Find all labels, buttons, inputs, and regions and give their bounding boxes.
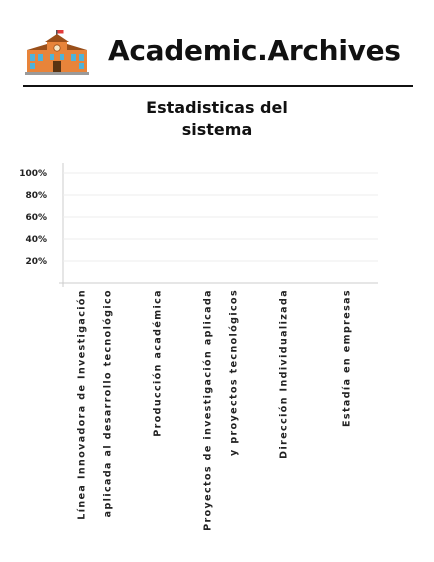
y-tick-label: 20% [25,257,47,267]
school-building-icon [25,30,89,75]
y-tick-label: 100% [19,169,47,179]
x-tick-label: Dirección Individualizada [279,289,290,459]
y-tick-label: 80% [25,191,47,201]
y-tick-label: 40% [25,235,47,245]
x-tick-label: Producción académica [153,289,164,437]
x-tick-label: Estadía en empresas [342,289,353,427]
chart-title: Estadisticas del sistema [146,98,288,139]
x-tick-label: aplicada al desarrollo tecnológico [103,289,114,517]
x-tick-label: y proyectos tecnológicos [229,289,240,456]
x-tick-label: Línea Innovadora de Investigación [77,289,88,520]
y-tick-label: 60% [25,213,47,223]
app-title: Academic.Archives [108,34,401,67]
x-tick-label: Proyectos de investigación aplicada [203,289,214,531]
app-header: Academic.Archives [0,0,434,87]
header-divider [23,85,413,87]
